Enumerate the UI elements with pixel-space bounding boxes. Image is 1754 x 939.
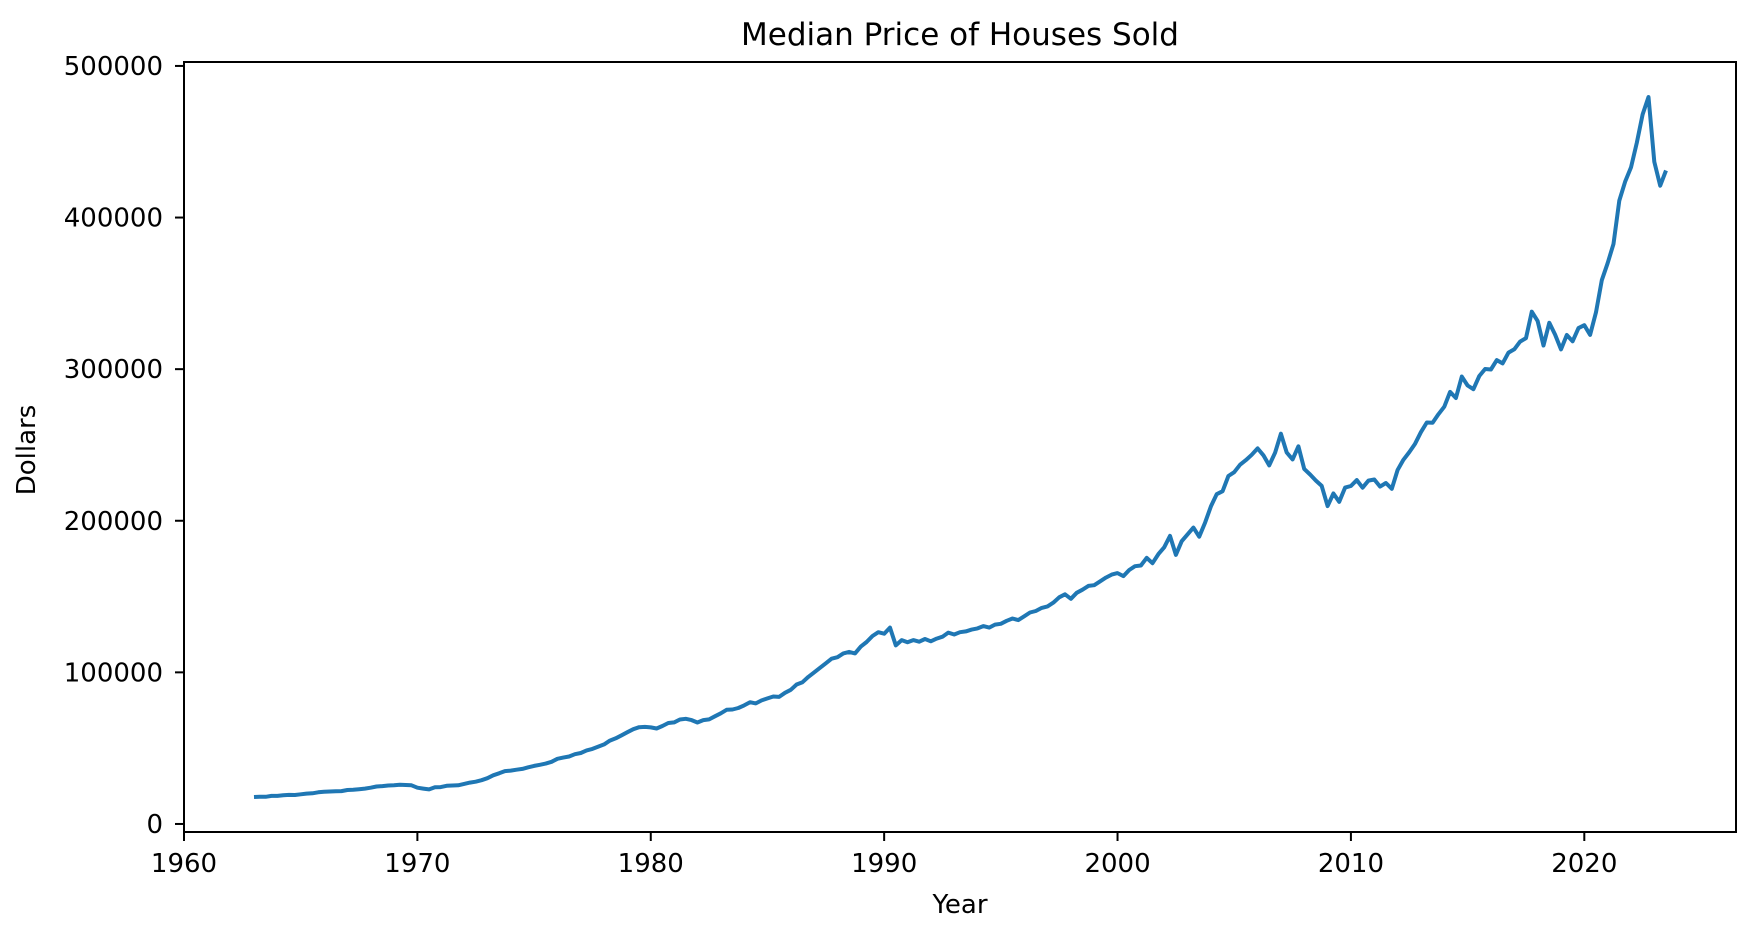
y-tick-label: 300000 — [64, 355, 163, 385]
x-tick-label: 2000 — [1084, 849, 1150, 879]
y-tick-label: 200000 — [64, 507, 163, 537]
y-tick-label: 400000 — [64, 204, 163, 234]
x-tick-label: 2010 — [1318, 849, 1384, 879]
y-tick-label: 0 — [146, 810, 163, 840]
y-axis-label: Dollars — [12, 405, 42, 496]
x-tick-label: 1990 — [851, 849, 917, 879]
plot-border — [183, 61, 1737, 833]
x-axis-ticks: 1960 1970 1980 1990 2000 2010 2020 — [151, 832, 1617, 879]
y-tick-label: 100000 — [64, 658, 163, 688]
y-tick-label: 500000 — [64, 52, 163, 82]
x-tick-label: 1970 — [384, 849, 450, 879]
median-price-line — [253, 95, 1668, 799]
x-tick-label: 1960 — [151, 849, 217, 879]
x-tick-label: 2020 — [1551, 849, 1617, 879]
x-axis-label: Year — [931, 890, 987, 920]
chart-title: Median Price of Houses Sold — [741, 17, 1179, 53]
y-axis-ticks: 0 100000 200000 300000 400000 500000 — [64, 52, 184, 840]
x-tick-label: 1980 — [618, 849, 684, 879]
